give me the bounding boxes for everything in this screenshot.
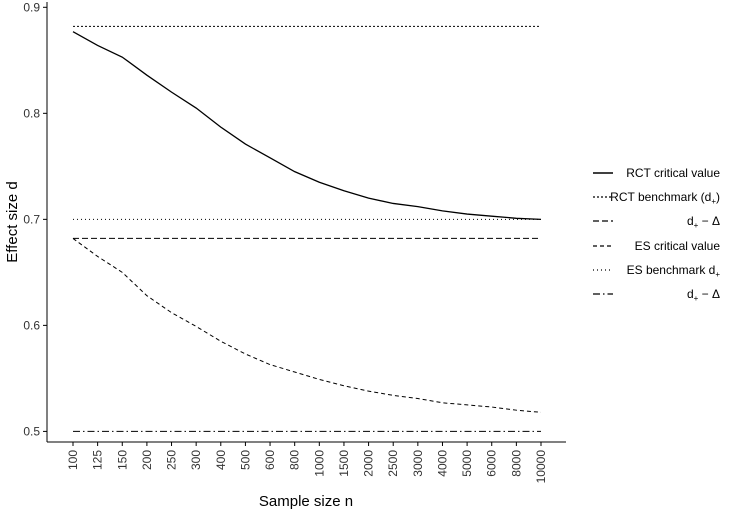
legend-label-text: RCT critical value — [626, 166, 720, 180]
y-tick-label: 0.6 — [23, 318, 40, 332]
x-tick-label: 600 — [263, 450, 277, 470]
legend-label-4: ES critical value — [635, 239, 721, 253]
legend-label-6: d+ − Δ — [687, 287, 720, 303]
x-tick-label: 300 — [189, 450, 203, 470]
x-tick-label: 1500 — [337, 450, 351, 477]
y-tick-label: 0.9 — [23, 0, 40, 14]
legend-label-1: RCT critical value — [626, 166, 720, 180]
x-tick-label: 800 — [288, 450, 302, 470]
legend-label-text: d — [687, 214, 694, 228]
legend-label-subscript: + — [694, 221, 699, 230]
x-tick-label: 100 — [66, 450, 80, 470]
y-tick-label: 0.7 — [23, 212, 40, 226]
legend-label-2: RCT benchmark (d+) — [610, 190, 720, 206]
x-axis-title: Sample size n — [259, 493, 353, 510]
x-tick-label: 5000 — [460, 450, 474, 477]
legend-label-subscript: + — [694, 294, 699, 303]
x-tick-label: 10000 — [534, 450, 548, 484]
axes — [46, 2, 566, 443]
legend-label-3: d+ − Δ — [687, 214, 720, 230]
x-tick-label: 1000 — [312, 450, 326, 477]
x-tick-label: 3000 — [411, 450, 425, 477]
y-ticks: 0.5 0.6 0.7 0.8 0.9 — [23, 0, 47, 438]
series-line-4 — [72, 238, 542, 413]
x-tick-label: 125 — [91, 450, 105, 470]
legend-label-subscript: + — [715, 270, 720, 279]
legend-label-5: ES benchmark d+ — [627, 263, 721, 279]
y-axis-title: Effect size d — [4, 181, 21, 262]
x-tick-label: 500 — [238, 450, 252, 470]
x-tick-label: 200 — [140, 450, 154, 470]
x-tick-label: 400 — [214, 450, 228, 470]
legend-label-tail: ) — [716, 190, 720, 204]
x-tick-label: 8000 — [509, 450, 523, 477]
legend-label-text: d — [687, 287, 694, 301]
x-tick-label: 2500 — [386, 450, 400, 477]
legend-label-text: ES benchmark d — [627, 263, 716, 277]
x-tick-label: 4000 — [435, 450, 449, 477]
x-tick-label: 250 — [165, 450, 179, 470]
series-line-1 — [72, 31, 542, 220]
legend-label-text: RCT benchmark (d — [610, 190, 711, 204]
x-tick-label: 150 — [115, 450, 129, 470]
legend-label-subscript: + — [711, 197, 716, 206]
y-tick-label: 0.5 — [23, 424, 40, 438]
x-tick-label: 6000 — [485, 450, 499, 477]
x-tick-label: 2000 — [362, 450, 376, 477]
legend-label-tail: − Δ — [698, 214, 720, 228]
y-tick-label: 0.8 — [23, 106, 40, 120]
x-ticks: 100 125 150 200 250 300 400 500 600 800 1000 1500 20… — [66, 442, 548, 483]
plot-lines — [72, 25, 542, 432]
legend-label-tail: − Δ — [698, 287, 720, 301]
legend-label-text: ES critical value — [635, 239, 721, 253]
